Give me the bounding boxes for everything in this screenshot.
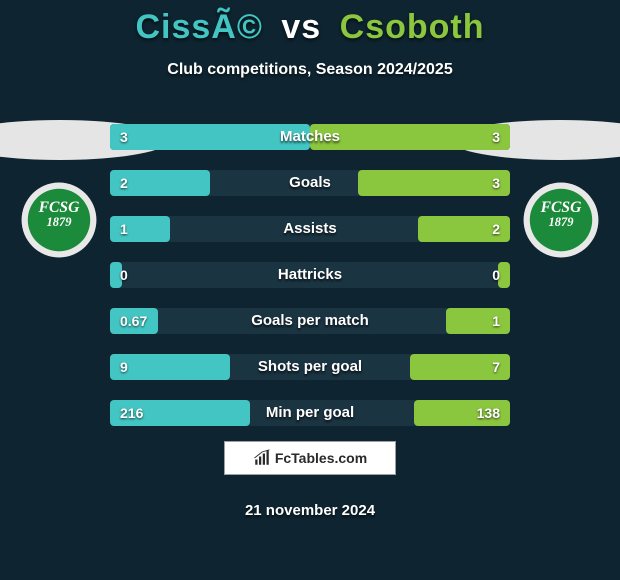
stat-label: Assists (110, 216, 510, 242)
stat-label: Goals (110, 170, 510, 196)
stat-row: 216138Min per goal (110, 400, 510, 426)
stat-row: 00Hattricks (110, 262, 510, 288)
stat-label: Goals per match (110, 308, 510, 334)
brand-text: FcTables.com (275, 450, 367, 466)
stat-row: 0.671Goals per match (110, 308, 510, 334)
stat-label: Shots per goal (110, 354, 510, 380)
stat-label: Hattricks (110, 262, 510, 288)
player1-name: CissÃ© (135, 8, 262, 46)
player2-name: Csoboth (340, 8, 485, 46)
subtitle: Club competitions, Season 2024/2025 (0, 61, 620, 79)
stats-bars-container: 33Matches 23Goals 12Assists 00Hattricks 0.67… (110, 124, 510, 446)
logo-text-top: FCSG (540, 199, 582, 216)
brand-chart-icon (253, 449, 271, 467)
vs-text: vs (281, 8, 321, 46)
stat-row: 23Goals (110, 170, 510, 196)
logo-text-year: 1879 (549, 215, 575, 229)
stat-label: Matches (110, 124, 510, 150)
brand-box: FcTables.com (224, 441, 396, 475)
player1-club-logo: FCSG 1879 ST.GALLEN (20, 181, 98, 259)
logo-text-top: FCSG (38, 199, 80, 216)
stat-row: 33Matches (110, 124, 510, 150)
footer-date: 21 november 2024 (0, 502, 620, 519)
stat-row: 97Shots per goal (110, 354, 510, 380)
stat-label: Min per goal (110, 400, 510, 426)
stat-row: 12Assists (110, 216, 510, 242)
comparison-title: CissÃ© vs Csoboth (0, 0, 620, 47)
logo-text-year: 1879 (47, 215, 73, 229)
player2-club-logo: FCSG 1879 ST.GALLEN (522, 181, 600, 259)
